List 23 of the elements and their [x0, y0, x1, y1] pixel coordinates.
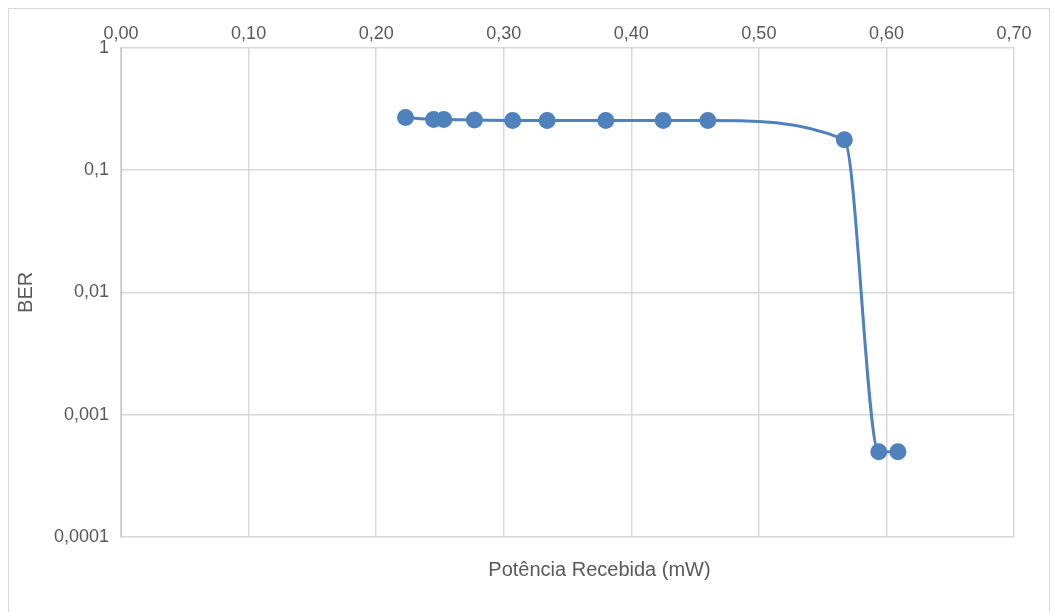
x-tick-label: 0,70	[996, 22, 1032, 43]
x-tick-label: 0,60	[868, 22, 904, 43]
point	[538, 111, 556, 129]
y-tick-label: 0,1	[84, 158, 110, 179]
y-axis-title: BER	[13, 271, 36, 313]
point	[699, 111, 717, 129]
y-tick-label: 0,001	[64, 403, 110, 424]
point	[654, 111, 672, 129]
x-axis-title: Potência Recebida (mW)	[487, 558, 712, 581]
x-tick-label: 0,30	[486, 22, 522, 43]
point	[835, 131, 853, 149]
x-tick-label: 0,50	[741, 22, 777, 43]
x-tick-label: 0,10	[231, 22, 267, 43]
point	[597, 111, 615, 129]
x-tick-label: 0,20	[358, 22, 394, 43]
y-tick-label: 0,0001	[53, 526, 110, 547]
point	[504, 111, 522, 129]
point	[397, 109, 415, 127]
y-tick-label: 0,01	[74, 281, 110, 302]
x-tick-label: 0,40	[613, 22, 649, 43]
point	[870, 443, 888, 461]
point	[889, 443, 907, 461]
point	[465, 111, 483, 129]
